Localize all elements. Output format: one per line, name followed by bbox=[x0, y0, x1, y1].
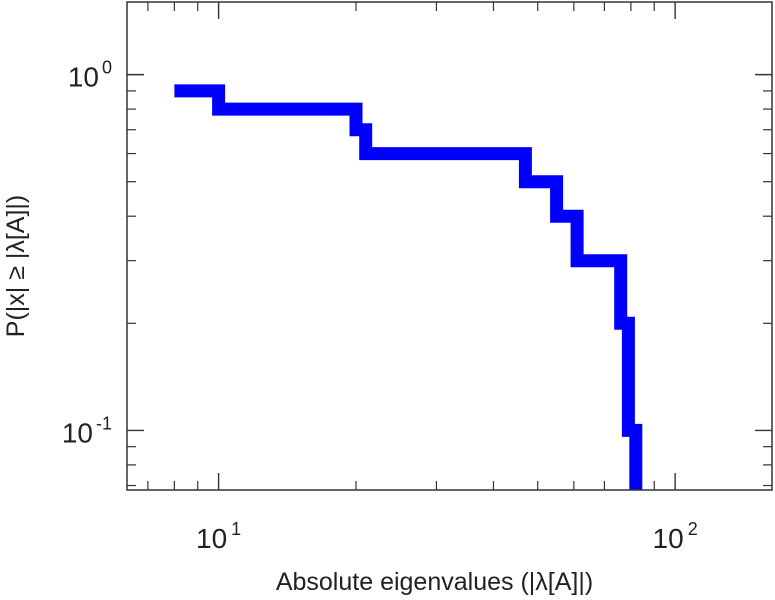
plot-frame bbox=[126, 1, 773, 491]
tick-labels: 10 1 10 2 10 0 10 -1 bbox=[62, 58, 698, 554]
y-tick-label: 10 0 bbox=[68, 58, 112, 93]
y-tick-label: 10 -1 bbox=[62, 413, 112, 448]
x-tick-label: 10 1 bbox=[196, 519, 241, 554]
series-layer bbox=[174, 84, 643, 490]
ccdf-step-line bbox=[174, 84, 643, 490]
x-tick-label: 10 2 bbox=[653, 519, 698, 554]
minor-ticks bbox=[127, 2, 772, 490]
y-axis-label: P(|x| ≥ |λ[A]|) bbox=[2, 195, 30, 337]
major-ticks bbox=[127, 2, 772, 490]
x-axis-label: Absolute eigenvalues (|λ[A]|) bbox=[276, 568, 593, 596]
